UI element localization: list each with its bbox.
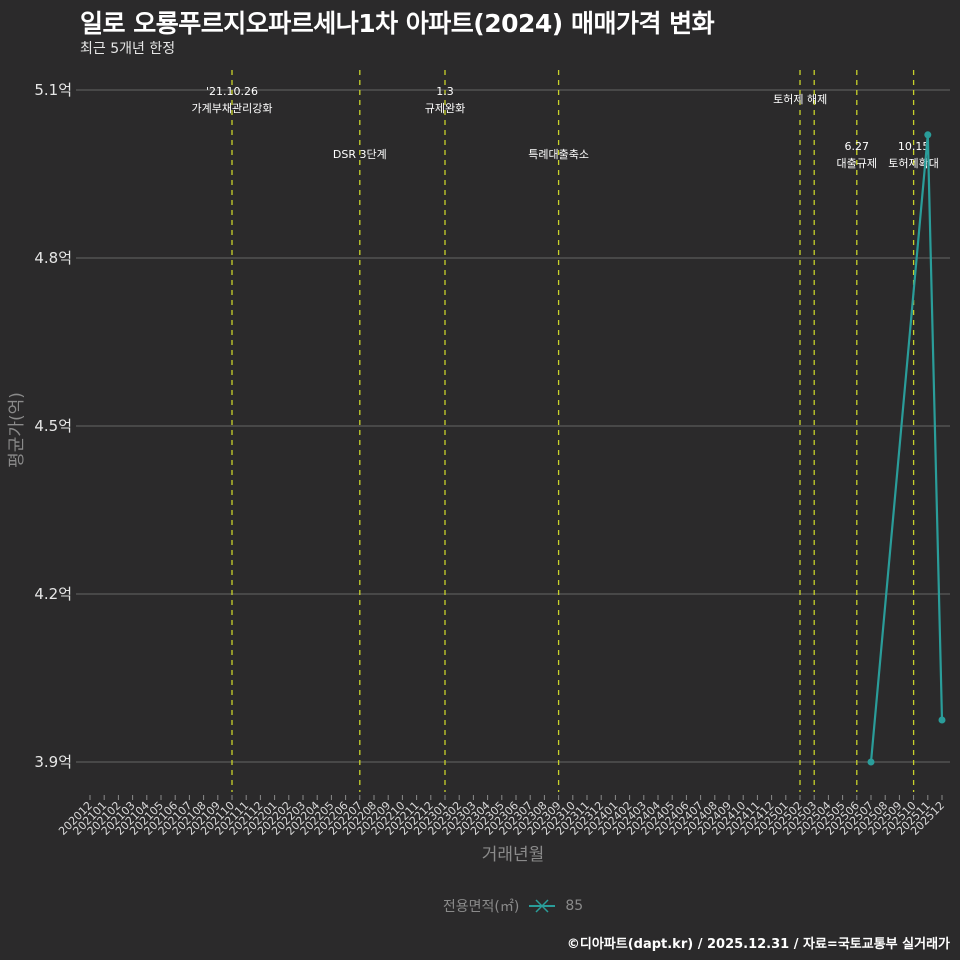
- event-label: 가계부채관리강화: [192, 102, 273, 115]
- event-date: 1.3: [436, 85, 454, 98]
- event-date: 6.27: [845, 140, 870, 153]
- legend: 전용면적(㎡) 85: [0, 896, 960, 916]
- y-tick-label: 3.9억: [34, 753, 72, 771]
- legend-title: 전용면적(㎡): [442, 899, 520, 915]
- event-label: 규제완화: [425, 102, 465, 115]
- event-label: 토허제 해제: [773, 92, 827, 106]
- data-point[interactable]: [938, 716, 946, 724]
- y-tick-label: 5.1억: [34, 81, 72, 99]
- event-label: 특례대출축소: [528, 148, 589, 161]
- data-point[interactable]: [867, 758, 875, 766]
- event-date: '21.10.26: [206, 85, 258, 98]
- y-tick-label: 4.5억: [34, 417, 72, 435]
- series-line: [869, 134, 944, 763]
- footer-credit: ©디아파트(dapt.kr) / 2025.12.31 / 자료=국토교통부 실…: [566, 937, 950, 952]
- event-label: 토허제확대: [888, 157, 939, 170]
- y-tick-label: 4.2억: [34, 585, 72, 603]
- x-axis-label: 거래년월: [481, 845, 545, 865]
- chart-subtitle: 최근 5개년 한정: [80, 41, 176, 57]
- event-label: 대출규제: [837, 157, 877, 170]
- y-axis-label: 평균가(억): [7, 392, 27, 468]
- legend-item-label: 85: [565, 898, 584, 914]
- event-label: DSR 3단계: [333, 148, 387, 161]
- data-point[interactable]: [924, 131, 932, 139]
- event-date: 10.15: [898, 140, 930, 153]
- chart-title: 일로 오룡푸르지오파르세나1차 아파트(2024) 매매가격 변화: [80, 9, 715, 38]
- y-tick-label: 4.8억: [34, 249, 72, 267]
- legend-series-icon: [529, 899, 556, 913]
